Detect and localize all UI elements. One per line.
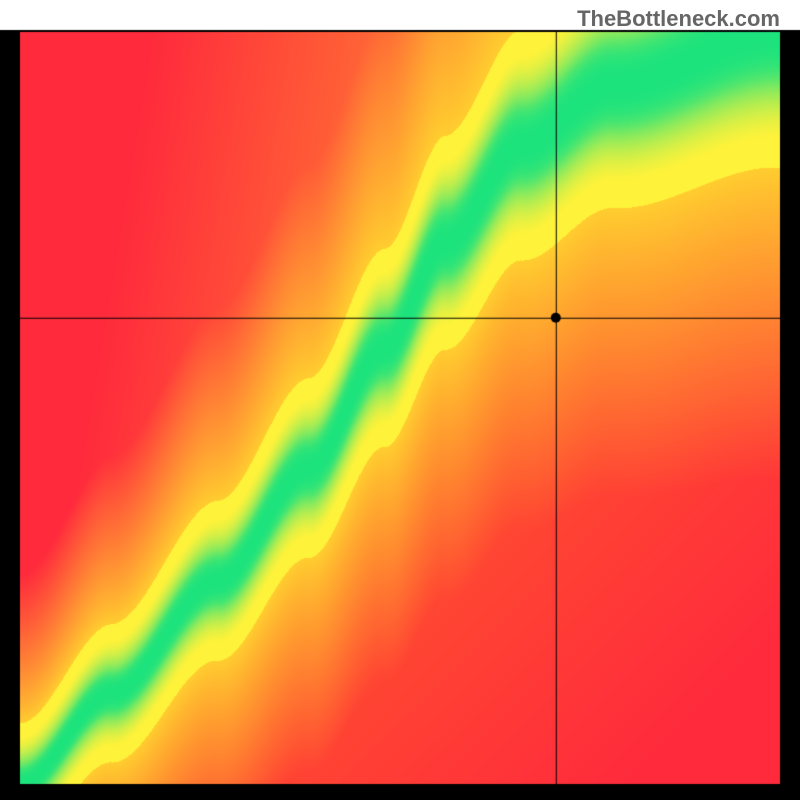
heatmap-canvas (0, 0, 800, 800)
chart-container: TheBottleneck.com (0, 0, 800, 800)
watermark-text: TheBottleneck.com (577, 6, 780, 32)
